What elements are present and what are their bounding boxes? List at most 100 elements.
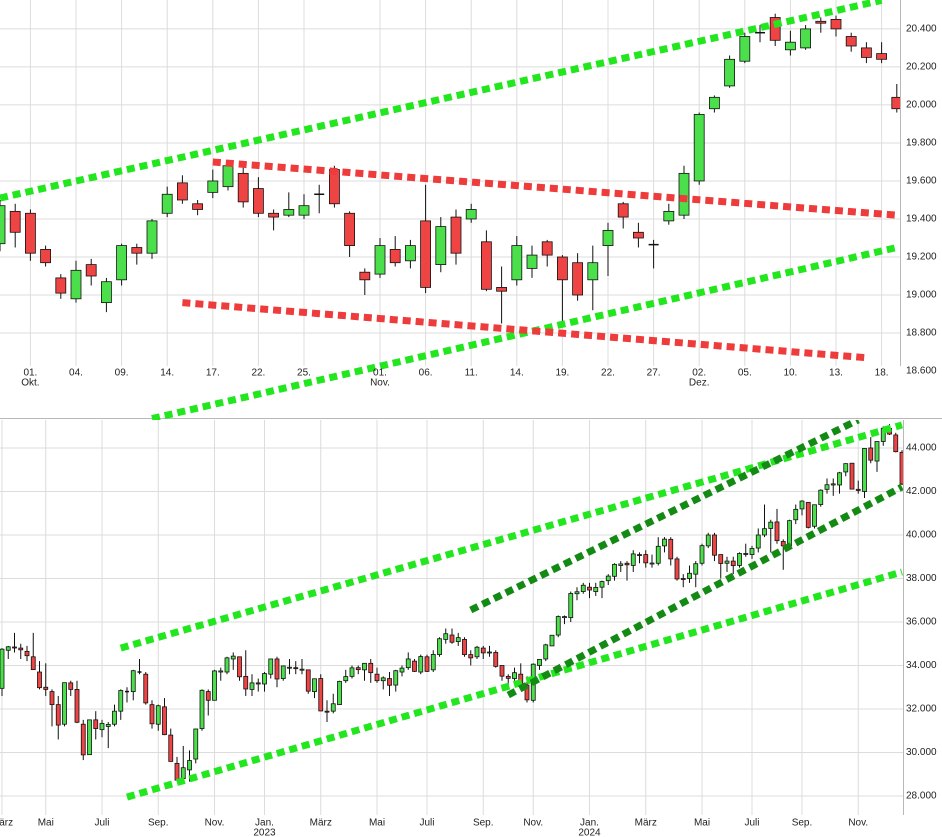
candle-body	[252, 188, 264, 214]
candle-body	[262, 673, 267, 685]
y-tick-label: 42.000	[906, 486, 937, 497]
candle-body	[891, 96, 900, 110]
candle-body	[876, 53, 887, 60]
trend-line	[469, 420, 860, 614]
candle-body	[318, 678, 324, 712]
candle-body	[737, 553, 742, 566]
candle-body	[455, 637, 461, 642]
candle-body	[762, 528, 767, 536]
y-tick-label: 20.400	[906, 24, 937, 35]
candle-body	[612, 563, 617, 577]
y-tick-label: 36.000	[906, 617, 937, 628]
candle-body	[330, 703, 336, 712]
candle-body	[618, 563, 624, 566]
candle-body	[24, 212, 36, 254]
candle-body	[450, 216, 462, 254]
x-tick-label: Sep.	[473, 818, 494, 829]
x-tick-label: Juli	[94, 818, 109, 829]
candle-body	[387, 678, 392, 686]
candle-body	[405, 658, 411, 669]
x-tick-label: 17.	[206, 368, 220, 379]
candle-body	[793, 508, 799, 521]
candle-body	[424, 656, 430, 672]
candle-body	[116, 245, 127, 281]
candle-body	[837, 472, 842, 486]
candle-body	[674, 558, 680, 580]
candle-body	[161, 193, 173, 214]
x-tick-label: Juli	[744, 818, 759, 829]
x-tick-label: Mai	[38, 818, 54, 829]
candle-body	[435, 226, 447, 266]
candle-body	[805, 501, 811, 528]
candle-body	[468, 654, 474, 659]
trend-line	[182, 299, 867, 362]
candle-body	[187, 760, 192, 771]
candle-body	[678, 172, 690, 216]
candle-body	[337, 680, 342, 706]
candle-body	[222, 165, 234, 188]
candle-body	[602, 229, 614, 246]
x-tick-label: 11.	[465, 368, 478, 379]
x-tick-label: Mai	[369, 818, 385, 829]
candle-body	[199, 689, 205, 729]
y-tick-label: 19.000	[906, 290, 937, 301]
candle-body	[849, 462, 855, 490]
candle-body	[146, 220, 158, 254]
candle-body	[580, 584, 586, 592]
candle-doji	[314, 193, 325, 196]
candle-body	[212, 670, 217, 701]
candle-body	[374, 673, 380, 682]
candle-body	[624, 562, 630, 566]
candle-body	[663, 210, 675, 222]
y-tick-label: 20.200	[906, 62, 937, 73]
y-tick-label: 20.000	[906, 100, 937, 111]
candle-body	[299, 668, 305, 671]
candle-body	[62, 682, 67, 725]
x-tick-label: März	[635, 818, 657, 829]
candle-body	[512, 672, 517, 679]
candle-body	[599, 581, 605, 588]
x-tick-label: 13.	[829, 368, 843, 379]
trend-line	[119, 421, 903, 652]
candle-body	[168, 734, 174, 762]
candle-body	[699, 545, 705, 564]
x-tick-label: Sep.	[792, 818, 813, 829]
candle-body	[462, 638, 467, 656]
candle-body	[399, 667, 405, 673]
x-tick-label: 22.	[601, 368, 615, 379]
candle-body	[655, 545, 661, 564]
candle-body	[420, 220, 432, 288]
x-tick-label: Sep.	[148, 818, 169, 829]
y-tick-label: 32.000	[906, 704, 937, 715]
candle-body	[855, 488, 861, 491]
x-tick-label: 06.	[419, 368, 433, 379]
candle-body	[633, 231, 644, 239]
x-tick-label: Nov.	[848, 818, 868, 829]
candle-body	[359, 271, 371, 281]
candle-body	[9, 210, 21, 233]
candle-body	[687, 572, 692, 579]
candle-body	[274, 658, 280, 680]
candle-body	[818, 489, 824, 505]
plot	[0, 420, 904, 815]
candle-body	[724, 560, 730, 564]
x-tick-label: 14.	[510, 368, 524, 379]
candle-body	[255, 682, 261, 685]
x-tick-label: 22.	[251, 368, 265, 379]
candle-body	[649, 562, 655, 565]
candle-body	[355, 667, 361, 671]
x-tick-sublabel: 2023	[253, 828, 276, 837]
candle-body	[862, 448, 867, 492]
candle-body	[85, 264, 97, 277]
x-tick-sublabel: Dez.	[689, 378, 710, 389]
candle-body	[437, 638, 442, 656]
candle-body	[562, 616, 567, 619]
candle-body	[637, 554, 642, 556]
plot	[0, 0, 900, 420]
y-tick-label: 18.600	[906, 366, 937, 377]
candle-body	[418, 656, 424, 673]
candle-body	[174, 762, 180, 781]
candle-body	[305, 669, 311, 692]
candle-body	[739, 36, 751, 62]
candle-body	[845, 36, 857, 47]
